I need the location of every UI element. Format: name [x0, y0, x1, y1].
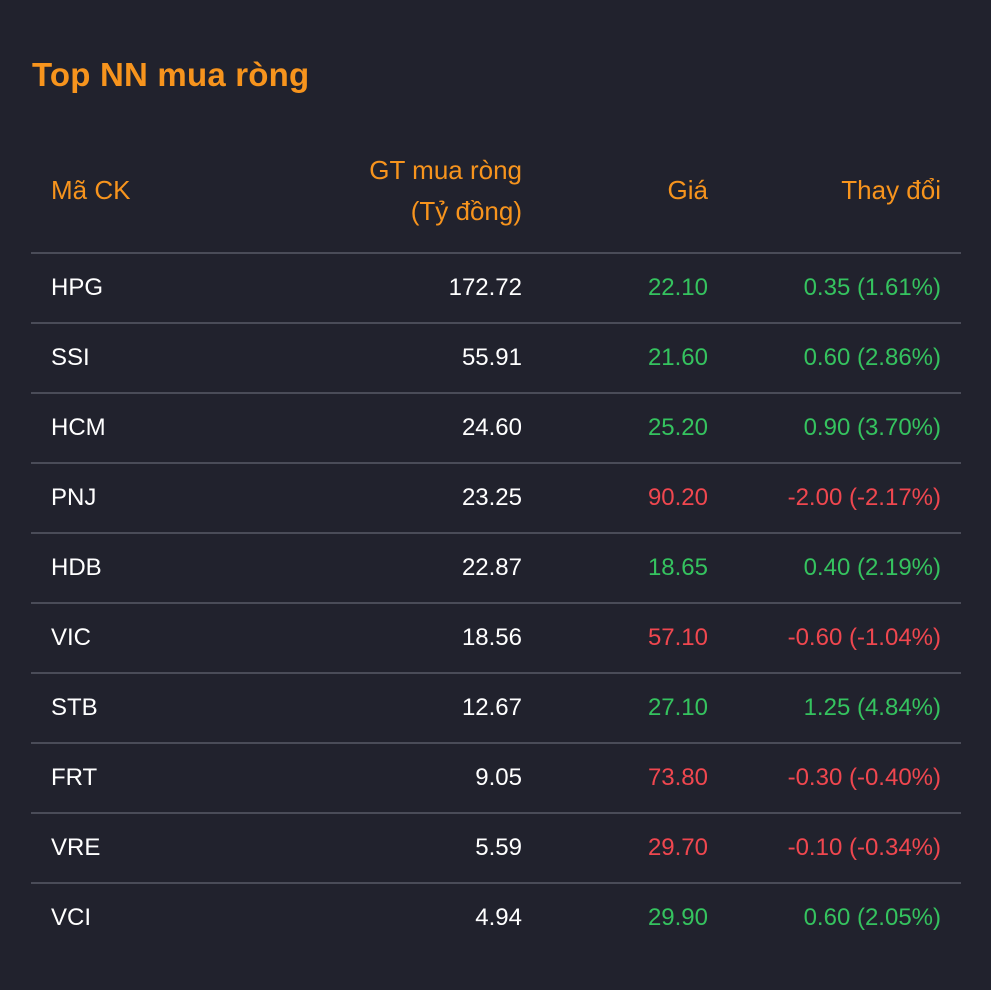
stock-code: PNJ [51, 484, 97, 511]
table-row[interactable]: FRT 9.05 73.80 -0.30 (-0.40%) [31, 744, 961, 814]
net-buy-value: 172.72 [448, 274, 522, 301]
stock-code: SSI [51, 344, 90, 371]
table-header: Mã CK GT mua ròng (Tỷ đồng) Giá Thay đổi [31, 150, 961, 254]
price: 73.80 [647, 764, 708, 791]
price: 22.10 [647, 274, 708, 301]
price: 25.20 [647, 414, 708, 441]
net-buy-value: 9.05 [475, 764, 522, 791]
header-net-buy-value-line1: GT mua ròng [369, 155, 522, 185]
net-buy-value: 18.56 [461, 624, 522, 651]
header-net-buy-value-line2: (Tỷ đồng) [410, 196, 522, 226]
stock-code: VIC [51, 624, 92, 651]
net-buy-value: 55.91 [461, 344, 522, 371]
change: 0.40 (2.19%) [803, 554, 941, 581]
price: 18.65 [647, 554, 708, 581]
net-buy-value: 22.87 [461, 554, 522, 581]
stock-code: HCM [51, 414, 106, 441]
price: 21.60 [647, 344, 708, 371]
table-body: HPG 172.72 22.10 0.35 (1.61%) SSI 55.91 … [31, 254, 961, 954]
table-row[interactable]: VCI 4.94 29.90 0.60 (2.05%) [31, 884, 961, 954]
stock-code: STB [51, 694, 98, 721]
price: 29.70 [647, 834, 708, 861]
change: -0.30 (-0.40%) [787, 764, 941, 791]
change: -2.00 (-2.17%) [787, 484, 941, 511]
net-buy-value: 24.60 [461, 414, 522, 441]
table-row[interactable]: VIC 18.56 57.10 -0.60 (-1.04%) [31, 604, 961, 674]
table-row[interactable]: STB 12.67 27.10 1.25 (4.84%) [31, 674, 961, 744]
net-buy-value: 5.59 [475, 834, 522, 861]
change: 0.60 (2.05%) [803, 904, 941, 931]
table-row[interactable]: PNJ 23.25 90.20 -2.00 (-2.17%) [31, 464, 961, 534]
stock-code: VCI [51, 904, 92, 931]
stock-code: VRE [51, 834, 101, 861]
price: 57.10 [647, 624, 708, 651]
change: 0.35 (1.61%) [803, 274, 941, 301]
table-row[interactable]: HDB 22.87 18.65 0.40 (2.19%) [31, 534, 961, 604]
stock-code: FRT [51, 764, 98, 791]
table-row[interactable]: HPG 172.72 22.10 0.35 (1.61%) [31, 254, 961, 324]
stock-code: HDB [51, 554, 102, 581]
price: 90.20 [647, 484, 708, 511]
table-row[interactable]: HCM 24.60 25.20 0.90 (3.70%) [31, 394, 961, 464]
header-change[interactable]: Thay đổi [841, 175, 941, 205]
header-price[interactable]: Giá [667, 175, 708, 205]
change: -0.10 (-0.34%) [787, 834, 941, 861]
header-stock-code[interactable]: Mã CK [51, 175, 131, 205]
price: 29.90 [647, 904, 708, 931]
header-net-buy-value[interactable]: GT mua ròng (Tỷ đồng) [369, 150, 522, 232]
stock-code: HPG [51, 274, 104, 301]
price: 27.10 [647, 694, 708, 721]
table-row[interactable]: VRE 5.59 29.70 -0.10 (-0.34%) [31, 814, 961, 884]
change: 1.25 (4.84%) [803, 694, 941, 721]
net-buy-value: 4.94 [475, 904, 522, 931]
panel-title: Top NN mua ròng [32, 56, 310, 93]
change: 0.90 (3.70%) [803, 414, 941, 441]
net-buy-table: Mã CK GT mua ròng (Tỷ đồng) Giá Thay đổi… [31, 150, 961, 954]
change: -0.60 (-1.04%) [787, 624, 941, 651]
net-buy-value: 12.67 [461, 694, 522, 721]
change: 0.60 (2.86%) [803, 344, 941, 371]
net-buy-value: 23.25 [461, 484, 522, 511]
table-row[interactable]: SSI 55.91 21.60 0.60 (2.86%) [31, 324, 961, 394]
